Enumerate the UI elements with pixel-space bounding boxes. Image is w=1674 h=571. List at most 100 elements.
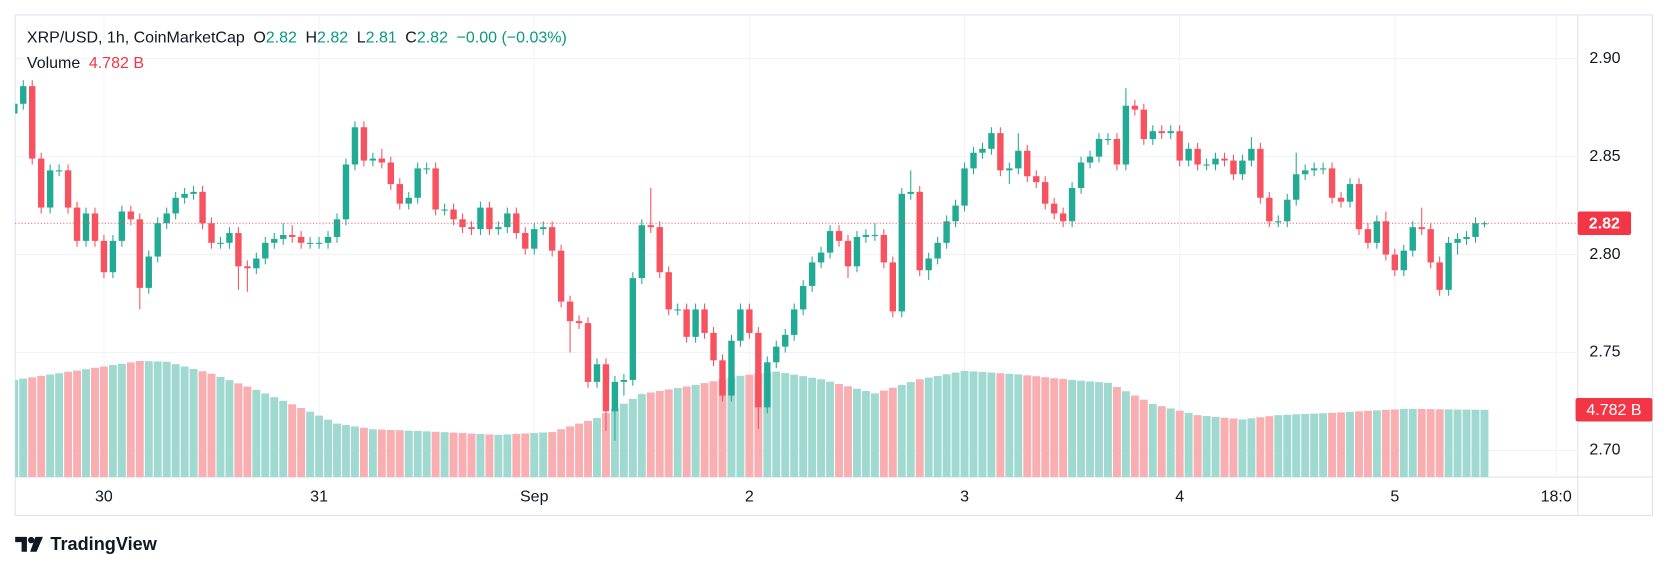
volume-bar [1462, 409, 1471, 478]
candle-body [324, 236, 332, 243]
candle-body [584, 323, 592, 382]
candle-body [1400, 250, 1407, 271]
volume-bar [844, 386, 852, 478]
volume-bar [1256, 417, 1265, 478]
candle-body [1445, 242, 1452, 290]
candle-body [432, 168, 439, 210]
candle-body [764, 362, 771, 408]
candle-body [1284, 199, 1291, 222]
volume-bar [1157, 406, 1166, 478]
volume-bar [987, 372, 996, 478]
candle-body [1033, 176, 1040, 183]
candle-body [710, 332, 717, 361]
candle-body [620, 379, 628, 382]
candle-body [1239, 160, 1246, 175]
y-tick-label: 2.70 [1589, 442, 1620, 459]
volume-bar [1211, 416, 1220, 478]
volume-bar [377, 429, 386, 478]
candle-body [64, 170, 72, 208]
ohlc-key: H [305, 30, 317, 47]
volume-bar [709, 381, 718, 478]
volume-bar [691, 384, 700, 478]
candle-body [728, 340, 735, 396]
volume-bar [180, 366, 189, 478]
candle-body [665, 272, 672, 310]
volume-bar [1112, 387, 1121, 478]
volume-bar [1086, 381, 1094, 478]
candle-body [1472, 223, 1479, 237]
candle-body [1301, 170, 1309, 175]
volume-bar [817, 379, 826, 478]
y-tick-label: 2.85 [1589, 148, 1620, 165]
candle-body [1427, 229, 1434, 263]
candle-body [1158, 131, 1165, 134]
volume-bar [476, 434, 485, 478]
candle-body [1024, 150, 1031, 177]
candle-body [925, 258, 932, 271]
volume-title: Volume [27, 55, 80, 72]
volume-bar [37, 375, 46, 478]
candle-body [1337, 197, 1345, 202]
candle-body [593, 364, 601, 382]
candle-body [907, 191, 914, 194]
candle-body [118, 211, 126, 241]
candle-body [378, 158, 386, 163]
volume-bar [772, 371, 781, 478]
candle-body [441, 209, 448, 211]
volume-bar [386, 429, 395, 478]
candle-body [342, 164, 350, 220]
candle-body [701, 309, 708, 333]
ohlc-value: 2.81 [366, 30, 397, 47]
candle-body [37, 158, 45, 208]
candle-body [1059, 213, 1067, 222]
volume-bar [619, 403, 628, 478]
brand: TradingView [50, 534, 157, 554]
candle-body [109, 240, 117, 273]
logo-mark [15, 536, 27, 552]
candle-body [773, 346, 780, 363]
candle-body [459, 219, 466, 228]
volume-bar [718, 379, 727, 478]
candle-body [1310, 168, 1318, 171]
volume-bar [601, 413, 610, 478]
ohlc-value: 2.82 [266, 30, 297, 47]
volume-bar [512, 433, 521, 478]
volume-bar [575, 423, 584, 478]
candle-body [271, 238, 278, 243]
candle-body [477, 207, 484, 230]
candle-body [1185, 148, 1192, 161]
volume-bar [727, 377, 736, 478]
volume-bar [906, 382, 915, 478]
candle-body [916, 191, 923, 271]
volume-bar [288, 404, 297, 478]
volume-bar [449, 432, 458, 478]
volume-bar [333, 423, 341, 478]
candle-body [1077, 162, 1085, 188]
candle-body [360, 127, 368, 161]
candle-body [1328, 168, 1336, 198]
volume-tag-label: 4.782 B [1586, 402, 1641, 419]
volume-bar [790, 374, 799, 478]
volume-bar [458, 433, 467, 478]
volume-bar [1032, 376, 1041, 478]
ohlc-value: 2.82 [317, 30, 348, 47]
candle-body [1104, 139, 1112, 141]
candle-body [82, 213, 90, 241]
candle-body [513, 213, 520, 234]
volume-bar [951, 372, 960, 478]
volume-bar [19, 378, 28, 478]
volume-bar [978, 371, 987, 478]
volume-bar [1372, 410, 1381, 478]
volume-bar [342, 425, 350, 478]
volume-bar [655, 390, 664, 478]
volume-bar [879, 390, 888, 478]
candle-body [1275, 221, 1282, 223]
candle-body [548, 227, 556, 251]
candle-body [190, 191, 197, 194]
volume-bar [861, 390, 870, 478]
volume-bar [763, 372, 772, 478]
candle-body [396, 184, 403, 204]
volume-bar [530, 433, 539, 478]
